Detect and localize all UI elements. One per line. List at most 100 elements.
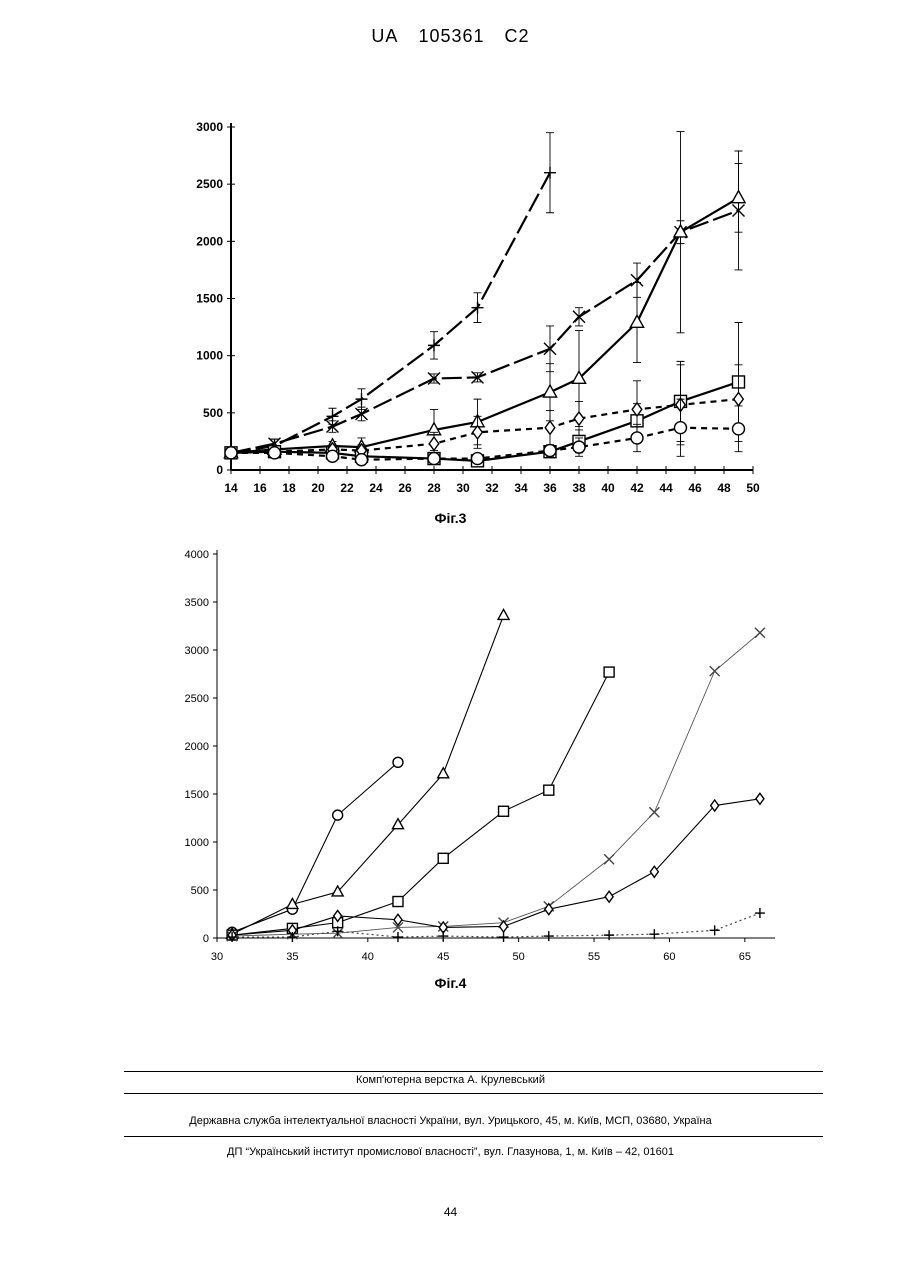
fig4-x-tick-label: 40 (362, 951, 374, 963)
fig4-series-circle-line (232, 762, 398, 932)
fig4-series-square-point (393, 897, 403, 907)
fig3-x-tick-label: 16 (253, 481, 267, 495)
footer-service: Державна служба інтелектуальної власност… (0, 1115, 901, 1127)
fig3-series-circle-point (573, 441, 585, 453)
fig3-series-plus-point (544, 167, 556, 179)
figure-4-chart: 0 500 1000 1500 2000 2500 3000 3500 4000 30 35 40 45… (0, 540, 901, 970)
fig4-y-tick-label: 1500 (185, 789, 209, 801)
fig4-y-tick-label: 500 (191, 885, 209, 897)
fig4-series-square-point (544, 785, 554, 795)
fig4-series-triangle-point (498, 609, 509, 619)
fig3-y-tick-label: 2500 (196, 177, 223, 191)
fig4-series-diamond-point (756, 793, 764, 804)
fig4-x-tick-label: 35 (286, 951, 298, 963)
fig4-series-x-line (232, 633, 760, 936)
fig4-series-triangle-line (232, 615, 503, 934)
document-header: UA 105361 C2 (0, 26, 901, 47)
fig3-series-circle-point (269, 447, 281, 459)
fig4-series-plus-point (438, 931, 448, 941)
fig4-series-plus-point (499, 932, 509, 942)
page-number: 44 (0, 1205, 901, 1219)
fig3-series-circle-point (631, 432, 643, 444)
fig4-series-plus-point (544, 931, 554, 941)
header-number: 105361 (418, 26, 484, 46)
fig4-series-x-point (604, 854, 614, 864)
fig3-series-diamond-point (574, 412, 584, 425)
fig3-series-diamond-point (734, 393, 744, 406)
fig4-x-tick-label: 55 (588, 951, 600, 963)
fig3-series-x-line (231, 210, 739, 452)
fig3-series-diamond-point (632, 403, 642, 416)
fig4-series-circle-point (393, 757, 403, 767)
fig3-series-triangle-line (231, 198, 739, 453)
footer-rule-2 (124, 1093, 823, 1094)
fig4-series-plus-point (710, 925, 720, 935)
fig4-y-tick-label: 2000 (185, 741, 209, 753)
fig3-y-tick-label: 0 (216, 463, 223, 477)
fig4-y-tick-label: 0 (203, 933, 209, 945)
footer-layout-credit: Комп'ютерна верстка А. Крулевський (0, 1074, 901, 1086)
fig3-series-triangle-point (630, 315, 643, 327)
fig4-x-tick-label: 45 (437, 951, 449, 963)
fig3-series-circle-point (733, 423, 745, 435)
fig3-series-circle-point (428, 453, 440, 465)
footer-rule-1 (124, 1071, 823, 1072)
fig3-series-circle-point (327, 450, 339, 462)
fig3-x-tick-label: 22 (340, 481, 354, 495)
fig3-x-tick-label: 20 (311, 481, 325, 495)
fig4-series-plus-point (755, 908, 765, 918)
fig4-y-tick-label: 3500 (185, 597, 209, 609)
fig4-series-plus-point (393, 932, 403, 942)
fig3-y-tick-label: 1500 (196, 292, 223, 306)
fig4-series-diamond-point (545, 904, 553, 915)
fig4-series-square-line (232, 672, 609, 935)
fig4-y-tick-label: 3000 (185, 645, 209, 657)
fig3-x-tick-label: 26 (398, 481, 412, 495)
figure-3-caption: Фіг.3 (0, 510, 901, 526)
fig4-series-diamond-point (605, 891, 613, 902)
fig4-series-diamond-line (232, 799, 760, 935)
fig3-x-tick-label: 28 (427, 481, 441, 495)
fig3-x-tick-label: 34 (514, 481, 528, 495)
fig4-x-tick-label: 50 (512, 951, 524, 963)
fig3-series-triangle-point (732, 191, 745, 203)
fig3-x-tick-label: 42 (630, 481, 644, 495)
fig4-series-x-point (710, 666, 720, 676)
fig4-series-square-point (438, 853, 448, 863)
fig3-series-plus-point (356, 393, 368, 405)
fig3-x-tick-label: 46 (688, 481, 702, 495)
fig4-series-triangle-point (438, 768, 449, 778)
fig3-x-tick-label: 50 (746, 481, 760, 495)
footer-rule-3 (124, 1136, 823, 1137)
fig3-x-tick-label: 44 (659, 481, 673, 495)
fig4-series-plus-point (604, 930, 614, 940)
fig4-series-x-point (649, 807, 659, 817)
figure-3-chart: 0500100015002000250030001416182022242628… (0, 110, 901, 510)
fig3-x-tick-label: 24 (369, 481, 383, 495)
fig4-y-tick-label: 4000 (185, 549, 209, 561)
fig3-y-tick-label: 3000 (196, 120, 223, 134)
fig4-x-tick-label: 30 (211, 951, 223, 963)
fig3-series-circle-point (675, 422, 687, 434)
fig3-x-tick-label: 36 (543, 481, 557, 495)
fig3-x-tick-label: 30 (456, 481, 470, 495)
header-kind: C2 (505, 26, 530, 46)
fig4-series-square-point (499, 806, 509, 816)
fig3-y-tick-label: 2000 (196, 234, 223, 248)
fig3-x-tick-label: 18 (282, 481, 296, 495)
fig3-series-diamond-point (545, 421, 555, 434)
fig3-series-square-line (231, 382, 739, 461)
header-country: UA (371, 26, 398, 46)
fig4-series-diamond-point (394, 914, 402, 925)
footer-institute: ДП “Український інститут промислової вла… (0, 1146, 901, 1158)
fig4-y-tick-label: 1000 (185, 837, 209, 849)
fig3-series-diamond-point (473, 426, 483, 439)
fig3-series-circle-point (225, 447, 237, 459)
fig3-x-tick-label: 14 (224, 481, 238, 495)
fig3-x-tick-label: 40 (601, 481, 615, 495)
fig3-x-tick-label: 38 (572, 481, 586, 495)
fig4-x-tick-label: 60 (663, 951, 675, 963)
fig3-series-diamond-point (429, 437, 439, 450)
fig4-x-tick-label: 65 (739, 951, 751, 963)
fig4-y-tick-label: 2500 (185, 693, 209, 705)
